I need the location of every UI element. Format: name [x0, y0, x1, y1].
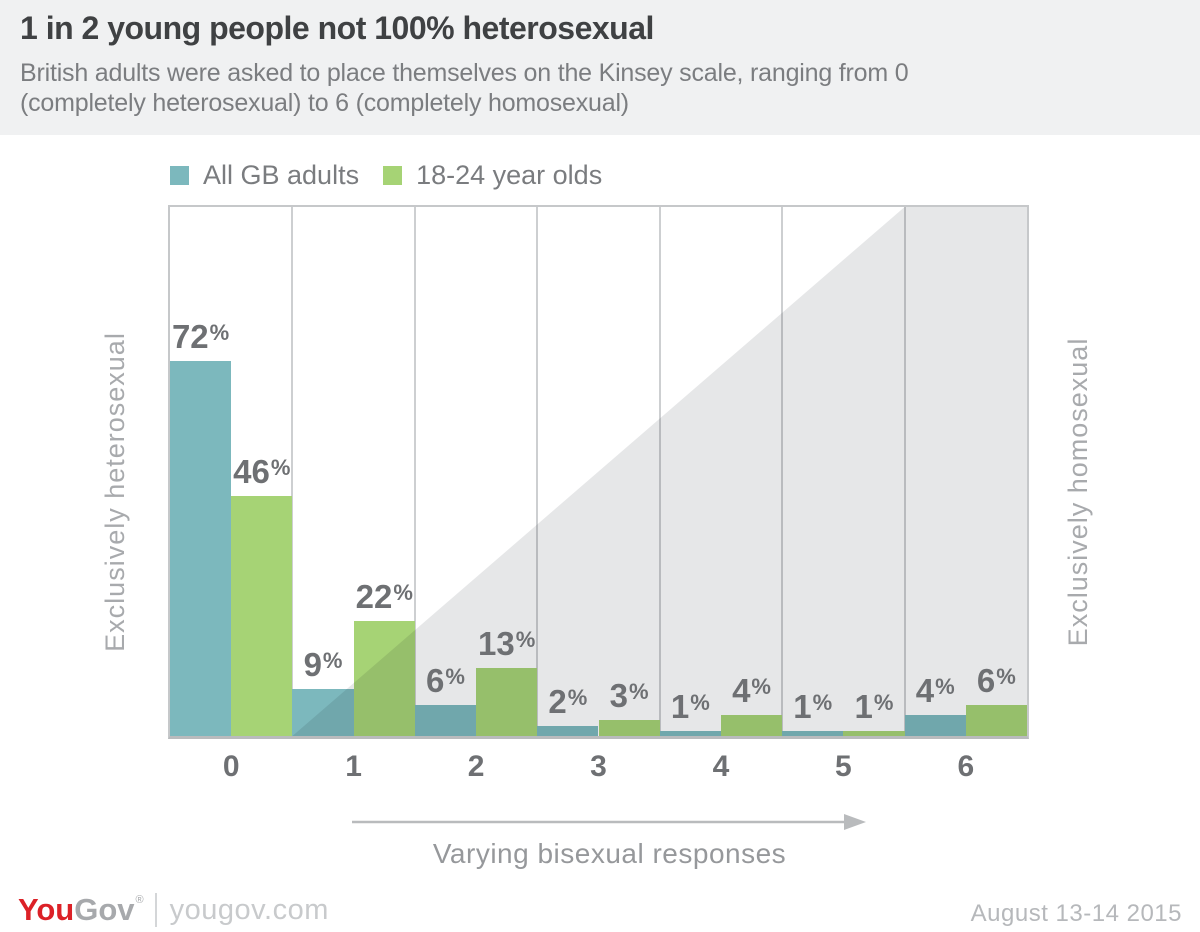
bar-value-label: 6% [976, 661, 1016, 699]
bar-value-label: 9% [303, 646, 343, 684]
bar-value-label: 4% [732, 672, 771, 710]
left-axis-label: Exclusively heterosexual [100, 332, 130, 652]
x-tick-2: 2 [467, 750, 485, 783]
legend-swatch-icon [383, 165, 403, 185]
bar-value-label: 1% [854, 687, 894, 725]
registered-mark-icon: ® [135, 894, 144, 906]
legend-label: 18-24 year olds [416, 159, 603, 190]
gridline [536, 207, 539, 736]
subtitle-line-2: (completely heterosexual) to 6 (complete… [20, 89, 629, 117]
header-band: 1 in 2 young people not 100% heterosexua… [0, 0, 1200, 135]
legend-item: All GB adults [170, 160, 359, 191]
page-title: 1 in 2 young people not 100% heterosexua… [20, 10, 654, 46]
x-tick-3: 3 [590, 750, 607, 783]
x-axis-annotation: Varying bisexual responses [432, 838, 787, 869]
logo-separator [154, 893, 157, 927]
logo-you-text: You [18, 892, 75, 927]
x-tick-0: 0 [222, 750, 240, 783]
x-tick-4: 4 [712, 750, 730, 783]
bar-value-label: 3% [609, 677, 649, 715]
bar-value-label: 72% [171, 317, 230, 355]
plot-area: 72% 46% 9% 22% 6% 13% 2% 3% 1% 4% 1% 1% 4% 6% [168, 205, 1029, 739]
logo-gov-text: Gov [74, 892, 135, 927]
right-axis-label: Exclusively homosexual [1063, 337, 1093, 647]
bar-value-label: 2% [548, 682, 588, 720]
bar-value-label: 22% [355, 578, 413, 616]
bar-all-gb-adults-kinsey-0 [170, 360, 232, 736]
x-tick-6: 6 [957, 750, 975, 783]
yougov-url: yougov.com [169, 893, 329, 926]
bar-18-24-year-olds-kinsey-0 [231, 496, 293, 736]
labels-layer: 72% 46% 9% 22% 6% 13% 2% 3% 1% 4% 1% 1% 4% 6% [170, 207, 1027, 736]
xticks-row: 0 1 2 3 4 5 6 [168, 752, 1029, 786]
gridline [291, 207, 294, 736]
x-tick-1: 1 [345, 750, 362, 783]
bar-value-label: 4% [915, 672, 955, 710]
legend-label: All GB adults [203, 159, 360, 190]
bar-value-label: 6% [425, 661, 465, 699]
bar-value-label: 1% [670, 687, 710, 725]
page-subtitle: British adults were asked to place thems… [20, 58, 909, 118]
bar-value-label: 46% [233, 453, 291, 491]
gridline [413, 207, 416, 736]
subtitle-line-1: British adults were asked to place thems… [20, 59, 909, 87]
legend-swatch-icon [170, 165, 189, 185]
kinsey-gradient-triangle [292, 207, 1027, 736]
bar-value-label: 1% [793, 687, 833, 725]
bisexual-range-arrow-icon [352, 810, 867, 834]
bar-value-label: 13% [478, 625, 536, 663]
yougov-logo: You Gov ® yougov.com [18, 890, 329, 930]
x-tick-5: 5 [835, 750, 852, 783]
legend-item: 18-24 year olds [383, 160, 602, 191]
fieldwork-date: August 13-14 2015 [970, 900, 1182, 927]
triangle-region [292, 207, 1027, 736]
legend: All GB adults 18-24 year olds [170, 160, 602, 190]
